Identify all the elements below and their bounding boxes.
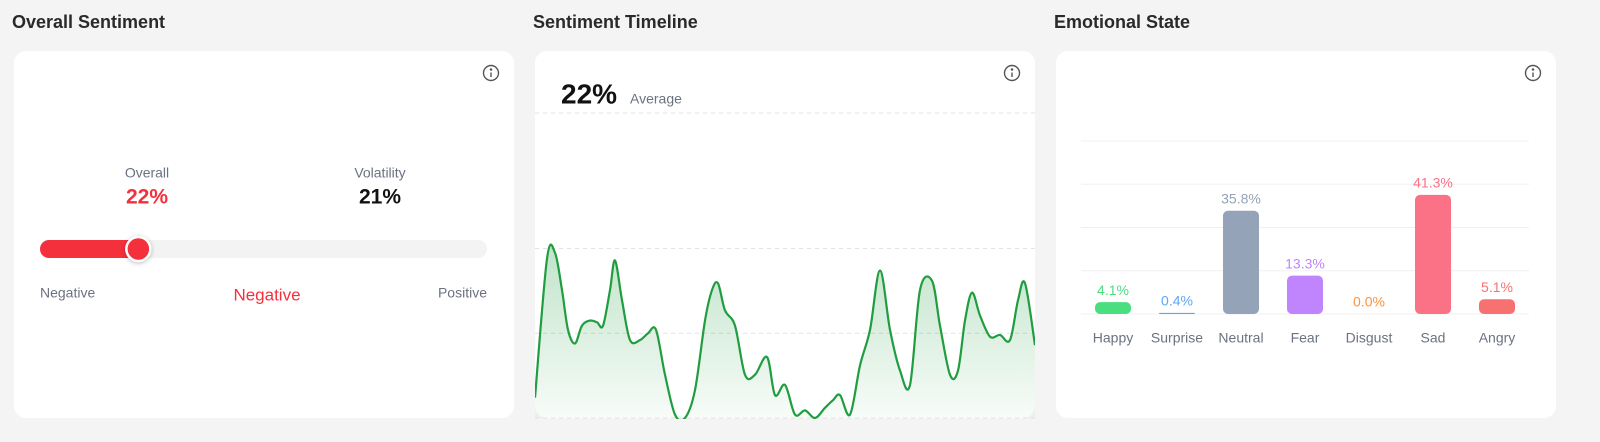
average-value: 22% [561, 78, 617, 109]
bar-value-label: 0.0% [1353, 294, 1385, 310]
bar-value-label: 41.3% [1413, 175, 1453, 191]
metric-value: 22% [126, 186, 168, 209]
info-icon[interactable] [482, 64, 500, 82]
bar-value-label: 13.3% [1285, 255, 1325, 271]
bar-value-label: 0.4% [1161, 293, 1193, 309]
bar [1223, 210, 1259, 314]
bar [1159, 312, 1195, 314]
area [535, 244, 1035, 419]
bar [1415, 194, 1451, 314]
bar-value-label: 4.1% [1097, 282, 1129, 298]
info-icon[interactable] [1524, 64, 1542, 82]
bar [1479, 299, 1515, 314]
x-tick-label: Sad [1421, 330, 1446, 346]
x-tick-label: Disgust [1346, 330, 1393, 346]
verdict: Negative [233, 285, 300, 304]
x-tick-label: Surprise [1151, 330, 1203, 346]
x-tick-label: Angry [1479, 330, 1516, 346]
card [535, 51, 1035, 418]
slider-track [40, 240, 487, 258]
metric-label: Volatility [354, 165, 405, 181]
metric-label: Overall [125, 165, 169, 181]
x-tick-label: Happy [1093, 330, 1133, 346]
slider-min-label: Negative [40, 285, 95, 301]
slider-knob [125, 235, 152, 263]
bar-value-label: 5.1% [1481, 279, 1513, 295]
card [1056, 51, 1556, 418]
panel-title: Sentiment Timeline [533, 12, 698, 32]
slider-fill [40, 240, 139, 258]
slider-max-label: Positive [438, 285, 487, 301]
card [14, 51, 514, 418]
plot [535, 243, 1035, 419]
average-label: Average [630, 91, 682, 107]
panel-title: Emotional State [1054, 12, 1190, 32]
bar-value-label: 35.8% [1221, 190, 1261, 206]
metric-value: 21% [359, 186, 401, 209]
panel-title: Overall Sentiment [12, 12, 165, 32]
bar [1287, 275, 1323, 314]
info-icon[interactable] [1003, 64, 1021, 82]
line [535, 243, 1035, 419]
x-tick-label: Fear [1291, 330, 1320, 346]
x-tick-label: Neutral [1218, 330, 1263, 346]
bar [1095, 302, 1131, 314]
